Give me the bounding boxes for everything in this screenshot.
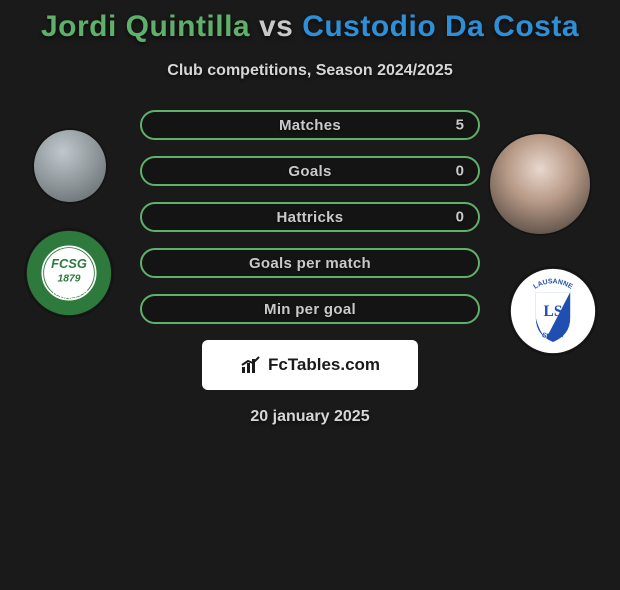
stat-row-matches: Matches 5 [140,110,480,140]
stat-row-hattricks: Hattricks 0 [140,202,480,232]
stat-row-min-per-goal: Min per goal [140,294,480,324]
svg-text:FCSG: FCSG [51,256,87,271]
player2-photo [490,134,590,234]
stat-value: 0 [456,163,464,180]
stat-label: Hattricks [277,209,344,226]
chart-icon [240,355,262,375]
title-vs: vs [259,10,293,43]
date: 20 january 2025 [0,408,620,426]
stat-label: Min per goal [264,301,356,318]
stat-value: 0 [456,209,464,226]
stat-value: 5 [456,117,464,134]
stat-pills: Matches 5 Goals 0 Hattricks 0 Goals per … [140,110,480,324]
watermark: FcTables.com [202,340,418,390]
page-title: Jordi Quintilla vs Custodio Da Costa [0,10,620,44]
stat-label: Goals [288,163,331,180]
title-player1: Jordi Quintilla [41,10,250,43]
watermark-text: FcTables.com [268,355,380,375]
player1-photo [34,130,106,202]
stat-label: Goals per match [249,255,371,272]
club2-badge: LAUSANNE LS SPORT [510,268,596,354]
subtitle: Club competitions, Season 2024/2025 [0,62,620,80]
stat-row-goals: Goals 0 [140,156,480,186]
club1-badge: FCSG 1879 ST.GALLEN [26,230,112,316]
svg-text:LS: LS [544,303,563,320]
title-player2: Custodio Da Costa [302,10,579,43]
svg-text:1879: 1879 [58,274,81,285]
stat-label: Matches [279,117,341,134]
stat-row-goals-per-match: Goals per match [140,248,480,278]
